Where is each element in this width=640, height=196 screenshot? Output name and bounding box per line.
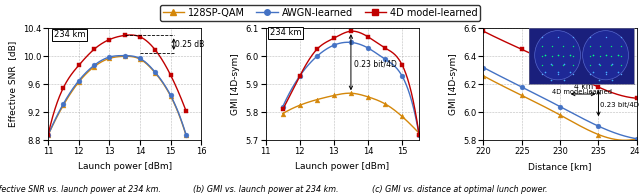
Text: 0.23 bit/4D: 0.23 bit/4D bbox=[600, 102, 639, 108]
Text: 234 km: 234 km bbox=[270, 28, 301, 37]
Text: 234 km: 234 km bbox=[54, 31, 85, 40]
Y-axis label: Effective SNR  [dB]: Effective SNR [dB] bbox=[8, 41, 17, 127]
Y-axis label: GMI [4D-sym]: GMI [4D-sym] bbox=[231, 53, 240, 115]
X-axis label: Launch power [dBm]: Launch power [dBm] bbox=[295, 162, 390, 171]
Text: (b) GMI vs. launch power at 234 km.: (b) GMI vs. launch power at 234 km. bbox=[193, 185, 339, 194]
Legend: 128SP-QAM, AWGN-learned, 4D model-learned: 128SP-QAM, AWGN-learned, 4D model-learne… bbox=[159, 5, 481, 21]
Text: 0.25 dB: 0.25 dB bbox=[175, 40, 205, 49]
Text: (a) Effective SNR vs. launch power at 234 km.: (a) Effective SNR vs. launch power at 23… bbox=[0, 185, 161, 194]
X-axis label: Distance [km]: Distance [km] bbox=[529, 162, 592, 171]
Text: (c) GMI vs. distance at optimal lunch power.: (c) GMI vs. distance at optimal lunch po… bbox=[372, 185, 547, 194]
Text: 4 km: 4 km bbox=[573, 82, 593, 91]
Text: 0.23 bit/4D: 0.23 bit/4D bbox=[355, 59, 397, 68]
Y-axis label: GMI [4D-sym]: GMI [4D-sym] bbox=[449, 53, 458, 115]
X-axis label: Launch power [dBm]: Launch power [dBm] bbox=[77, 162, 172, 171]
